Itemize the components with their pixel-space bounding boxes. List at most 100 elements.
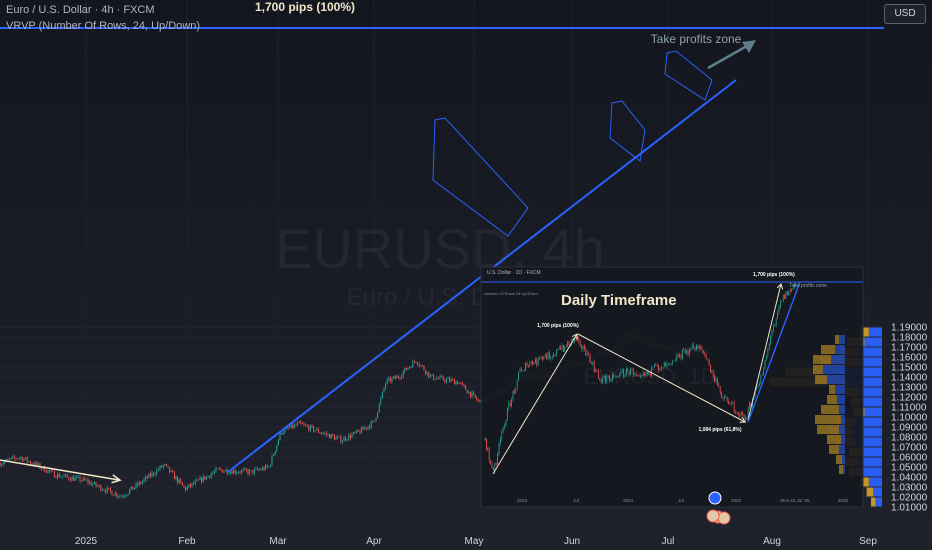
inset-candle xyxy=(610,380,612,382)
candle xyxy=(93,482,95,485)
inset-candle xyxy=(557,349,559,350)
inset-candle xyxy=(749,403,750,409)
inset-candle xyxy=(763,369,764,374)
currency-button[interactable]: USD xyxy=(884,4,926,24)
candle xyxy=(340,436,342,443)
candle xyxy=(90,481,92,486)
inset-candle xyxy=(536,359,538,366)
inset-arrow-up-1 xyxy=(492,334,577,475)
candle xyxy=(191,483,193,487)
candle xyxy=(185,487,187,491)
inset-candle xyxy=(662,367,664,369)
inset-candle xyxy=(537,357,539,366)
candle xyxy=(372,420,374,422)
inset-candle xyxy=(745,417,746,423)
candle xyxy=(153,472,155,475)
candle xyxy=(135,483,137,488)
candle xyxy=(213,471,215,473)
candle xyxy=(223,471,225,473)
inset-candle xyxy=(676,355,678,361)
inset-volume-up xyxy=(843,465,845,474)
candle xyxy=(149,473,151,477)
inset-candle xyxy=(526,362,528,366)
inset-candle xyxy=(582,345,584,349)
candle xyxy=(396,376,398,379)
inset-candle xyxy=(700,346,701,349)
candle xyxy=(170,470,172,473)
channel-june xyxy=(609,100,646,162)
candle xyxy=(177,476,179,483)
candle xyxy=(52,470,54,472)
inset-volume-up xyxy=(837,395,845,404)
candle xyxy=(276,444,278,451)
candle xyxy=(186,486,188,491)
inset-candle xyxy=(529,362,531,367)
inset-volume-down xyxy=(813,355,831,364)
candle xyxy=(289,427,291,429)
candle xyxy=(426,371,428,374)
inset-candle xyxy=(579,341,581,347)
candle xyxy=(306,425,308,427)
volume-up-bar xyxy=(846,377,882,387)
candle xyxy=(71,476,73,481)
candle xyxy=(354,432,356,433)
candle xyxy=(151,472,153,477)
candle xyxy=(20,457,22,458)
candle xyxy=(377,412,379,418)
candle xyxy=(207,475,209,477)
candle xyxy=(204,476,206,480)
candle xyxy=(466,389,468,394)
candle xyxy=(17,458,19,460)
inset-candle xyxy=(605,375,606,382)
candle xyxy=(156,469,158,475)
inset-candle xyxy=(620,370,622,376)
candle xyxy=(181,482,183,486)
candle xyxy=(356,430,358,433)
candle xyxy=(132,486,134,490)
candle xyxy=(313,426,315,432)
candle xyxy=(370,421,372,428)
inset-candle xyxy=(596,370,598,371)
candle xyxy=(201,477,203,482)
candle xyxy=(263,467,265,470)
y-tick-label: 1.07000 xyxy=(891,443,928,454)
x-tick-label: Jul xyxy=(662,536,675,547)
candle xyxy=(114,493,116,496)
candle xyxy=(383,388,385,392)
candle xyxy=(15,458,17,459)
inset-candle xyxy=(619,375,620,376)
candle xyxy=(452,379,454,381)
inset-candle xyxy=(509,402,511,406)
inset-candle xyxy=(551,356,553,358)
inset-candle xyxy=(656,364,658,366)
inset-volume-up xyxy=(839,445,845,454)
candle xyxy=(116,493,118,497)
inset-candle xyxy=(683,349,685,351)
candle xyxy=(445,378,447,382)
inset-candle xyxy=(599,378,601,381)
candle xyxy=(442,376,444,380)
inset-candle xyxy=(508,402,510,409)
take-profit-arrow-head xyxy=(742,40,756,53)
inset-candle xyxy=(658,365,659,370)
candle xyxy=(433,374,435,380)
y-tick-label: 1.02000 xyxy=(891,493,928,504)
candle xyxy=(322,433,324,434)
volume-up-bar xyxy=(860,397,882,407)
candle xyxy=(343,437,345,441)
inset-candle xyxy=(760,375,762,384)
inset-candle xyxy=(614,376,616,378)
candle xyxy=(9,458,11,460)
candle xyxy=(127,493,129,496)
candle xyxy=(439,376,441,379)
candle xyxy=(220,468,222,470)
inset-volume-up xyxy=(841,415,845,424)
candle xyxy=(60,476,62,478)
inset-candle xyxy=(648,372,650,374)
inset-x-label: Mon 21 Jul '25 xyxy=(780,498,810,503)
inset-candle xyxy=(690,348,692,350)
candle xyxy=(418,364,420,366)
candle xyxy=(345,437,347,441)
candle xyxy=(50,470,52,472)
